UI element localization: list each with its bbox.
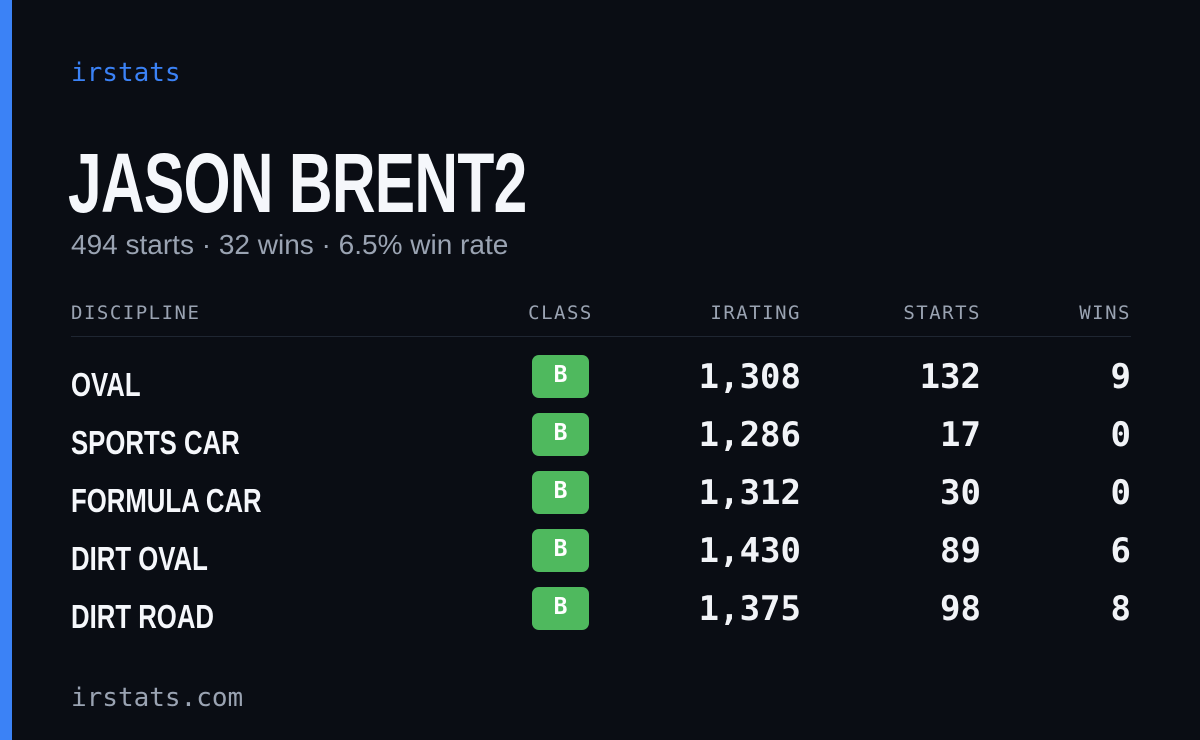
table-row: DIRT OVAL B 1,430 89 6 [71,527,1131,585]
class-badge: B [532,471,589,514]
header-irating: IRATING [710,302,801,324]
header-wins: WINS [1079,302,1131,324]
irating-value: 1,375 [698,589,801,629]
header-starts: STARTS [903,302,981,324]
wins-value: 0 [1110,415,1131,455]
discipline-name: SPORTS CAR [71,424,240,461]
class-badge: B [532,413,589,456]
starts-value: 17 [940,415,981,455]
wins-value: 8 [1110,589,1131,629]
table-row: OVAL B 1,308 132 9 [71,353,1131,411]
table-row: DIRT ROAD B 1,375 98 8 [71,585,1131,643]
starts-value: 30 [940,473,981,513]
wins-value: 0 [1110,473,1131,513]
table-header-row: DISCIPLINE CLASS IRATING STARTS WINS [71,296,1131,337]
starts-value: 98 [940,589,981,629]
table-row: SPORTS CAR B 1,286 17 0 [71,411,1131,469]
driver-name: JASON BRENT2 [68,136,527,230]
stats-table: DISCIPLINE CLASS IRATING STARTS WINS OVA… [71,296,1131,643]
starts-value: 132 [919,357,981,397]
header-class: CLASS [528,302,593,324]
discipline-name: OVAL [71,366,141,403]
discipline-name: FORMULA CAR [71,482,262,519]
discipline-name: DIRT ROAD [71,598,214,635]
irating-value: 1,430 [698,531,801,571]
class-badge: B [532,529,589,572]
class-badge: B [532,587,589,630]
starts-value: 89 [940,531,981,571]
discipline-name: DIRT OVAL [71,540,208,577]
table-row: FORMULA CAR B 1,312 30 0 [71,469,1131,527]
header-discipline: DISCIPLINE [71,302,201,324]
table-body: OVAL B 1,308 132 9 SPORTS CAR B 1,286 17… [71,353,1131,643]
wins-value: 9 [1110,357,1131,397]
irating-value: 1,286 [698,415,801,455]
accent-bar [0,0,12,740]
footer-domain: irstats.com [71,683,244,713]
driver-summary: 494 starts · 32 wins · 6.5% win rate [71,229,509,260]
wins-value: 6 [1110,531,1131,571]
irating-value: 1,308 [698,357,801,397]
brand-logo-text: irstats [71,58,181,88]
irating-value: 1,312 [698,473,801,513]
class-badge: B [532,355,589,398]
